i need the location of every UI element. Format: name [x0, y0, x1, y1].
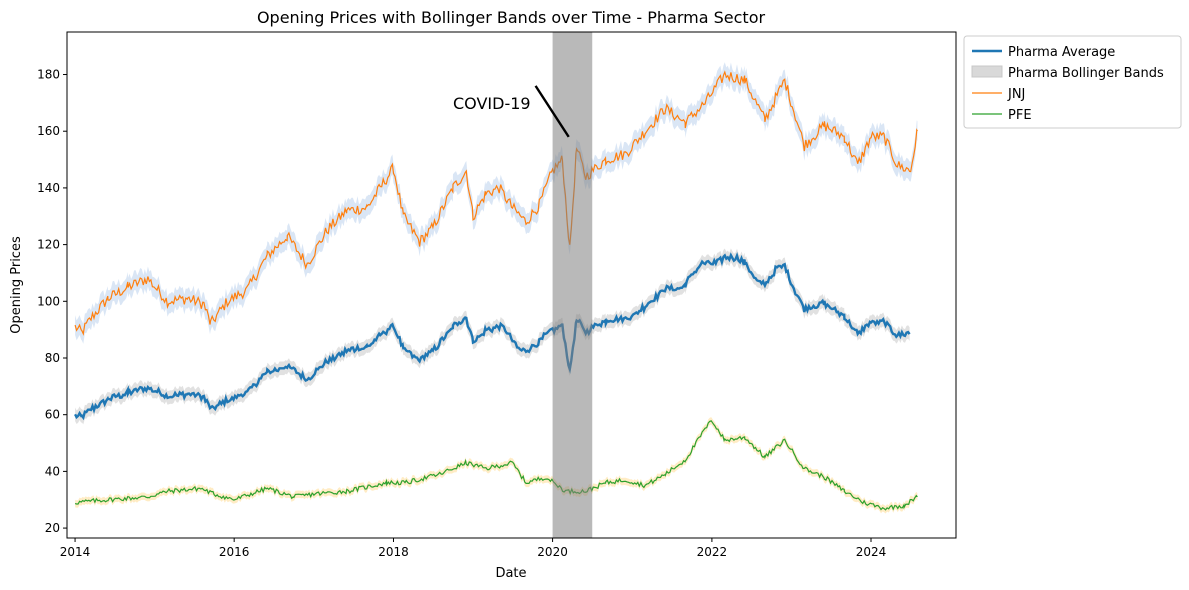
legend-box — [963, 35, 1182, 129]
y-tick-label: 60 — [45, 408, 60, 422]
y-tick-label: 100 — [37, 294, 60, 308]
plot-area: COVID-19 — [66, 31, 957, 539]
legend-label-pfe: PFE — [1008, 108, 1032, 123]
series-line-jnj — [74, 70, 918, 336]
y-tick-label: 80 — [45, 351, 60, 365]
x-tick-label: 2018 — [378, 545, 409, 559]
x-tick-label: 2022 — [697, 545, 728, 559]
annotation-text: COVID-19 — [453, 94, 531, 113]
y-tick-label: 120 — [37, 238, 60, 252]
legend: Pharma Average Pharma Bollinger Bands JNJ P… — [963, 35, 1182, 129]
legend-label-jnj: JNJ — [1007, 87, 1025, 102]
pharma-bollinger-band — [75, 248, 910, 425]
x-tick-label: 2016 — [219, 545, 250, 559]
x-tick-label: 2024 — [856, 545, 887, 559]
y-tick-label: 40 — [45, 464, 60, 478]
y-tick-label: 20 — [45, 521, 60, 535]
covid-highlight-span — [552, 32, 593, 538]
y-tick-label: 140 — [37, 181, 60, 195]
x-tick-label: 2020 — [537, 545, 568, 559]
y-axis-label: Opening Prices — [9, 236, 24, 334]
y-axis: 20 40 60 80 100 120 140 160 180 — [37, 68, 67, 535]
series-line-pfe — [74, 420, 918, 511]
series-line-pharma-average — [74, 252, 911, 421]
x-axis: 2014 2016 2018 2020 2022 2024 — [60, 538, 886, 559]
y-tick-label: 160 — [37, 124, 60, 138]
plot-frame — [66, 31, 957, 539]
legend-swatch-bands — [971, 65, 1003, 78]
legend-label-bands: Pharma Bollinger Bands — [1008, 66, 1164, 81]
y-tick-label: 180 — [37, 68, 60, 82]
x-tick-label: 2014 — [60, 545, 91, 559]
x-axis-label: Date — [495, 566, 526, 581]
annotation-arrow — [534, 85, 570, 138]
chart-title: Opening Prices with Bollinger Bands over… — [257, 8, 766, 27]
legend-label-average: Pharma Average — [1008, 45, 1115, 60]
